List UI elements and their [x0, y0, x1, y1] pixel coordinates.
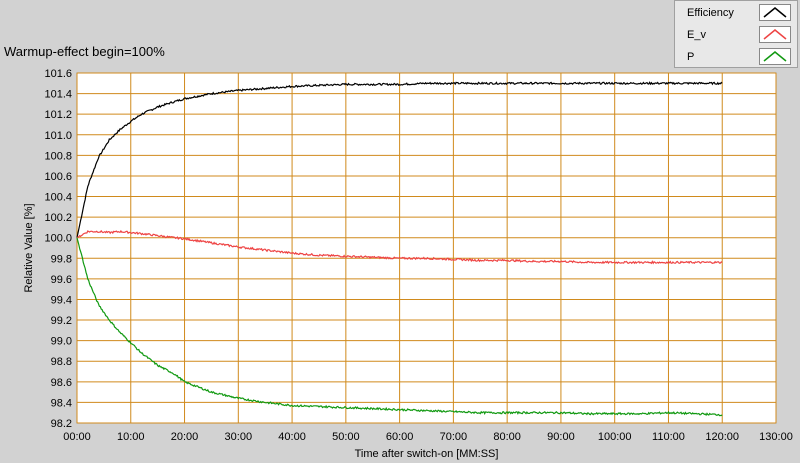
y-tick-label: 99.0 [51, 336, 72, 348]
x-tick-label: 00:00 [63, 431, 91, 443]
y-tick-label: 101.6 [44, 68, 72, 80]
y-tick-label: 100.6 [44, 171, 72, 183]
y-tick-label: 100.8 [44, 150, 72, 162]
legend-item-ev[interactable]: E_v [675, 24, 797, 46]
x-tick-label: 70:00 [440, 431, 468, 443]
y-tick-label: 100.0 [44, 233, 72, 245]
legend-item-efficiency[interactable]: Efficiency [675, 2, 797, 24]
y-tick-label: 101.4 [44, 89, 72, 101]
y-tick-label: 99.4 [51, 294, 72, 306]
x-tick-label: 90:00 [547, 431, 575, 443]
y-tick-label: 99.2 [51, 315, 72, 327]
x-tick-label: 80:00 [493, 431, 521, 443]
x-tick-label: 130:00 [759, 431, 793, 443]
x-tick-label: 20:00 [171, 431, 199, 443]
x-tick-label: 60:00 [386, 431, 414, 443]
y-tick-label: 101.2 [44, 109, 72, 121]
legend-swatch-ev[interactable] [759, 26, 791, 43]
x-tick-label: 40:00 [278, 431, 306, 443]
y-tick-label: 101.0 [44, 130, 72, 142]
legend-label-ev: E_v [687, 29, 706, 41]
chart-title: Warmup-effect begin=100% [4, 44, 165, 59]
series-line-e-v [76, 229, 723, 265]
series-line-p [76, 237, 723, 417]
y-tick-label: 98.6 [51, 377, 72, 389]
plot-area [76, 72, 777, 424]
y-tick-label: 100.4 [44, 192, 72, 204]
y-tick-label: 98.8 [51, 356, 72, 368]
x-tick-label: 10:00 [117, 431, 145, 443]
series-line-efficiency [76, 81, 723, 238]
x-tick-label: 110:00 [652, 431, 685, 443]
y-tick-label: 99.8 [51, 253, 72, 265]
legend-swatch-p[interactable] [759, 48, 791, 65]
grid [76, 72, 777, 424]
legend: Efficiency E_v P [674, 0, 798, 68]
legend-swatch-efficiency[interactable] [759, 4, 791, 21]
y-tick-label: 99.6 [51, 274, 72, 286]
x-tick-label: 100:00 [598, 431, 632, 443]
y-tick-label: 100.2 [44, 212, 72, 224]
legend-label-p: P [687, 51, 695, 63]
x-axis: 00:00 10:00 20:00 30:00 40:00 50:00 60:00 70:00… [63, 431, 793, 443]
x-axis-label: Time after switch-on [MM:SS] [355, 448, 499, 460]
y-axis: 98.2 98.4 98.6 98.8 99.0 99.2 99.4 99.6 99.8 100.… [44, 68, 72, 430]
x-tick-label: 120:00 [705, 431, 739, 443]
series-layer [76, 81, 723, 417]
y-tick-label: 98.4 [51, 397, 72, 409]
y-tick-label: 98.2 [51, 418, 72, 430]
x-tick-label: 30:00 [225, 431, 253, 443]
legend-item-p[interactable]: P [675, 46, 797, 68]
legend-label-efficiency: Efficiency [687, 7, 734, 19]
x-tick-label: 50:00 [332, 431, 360, 443]
y-axis-label: Relative Value [%] [23, 203, 35, 292]
